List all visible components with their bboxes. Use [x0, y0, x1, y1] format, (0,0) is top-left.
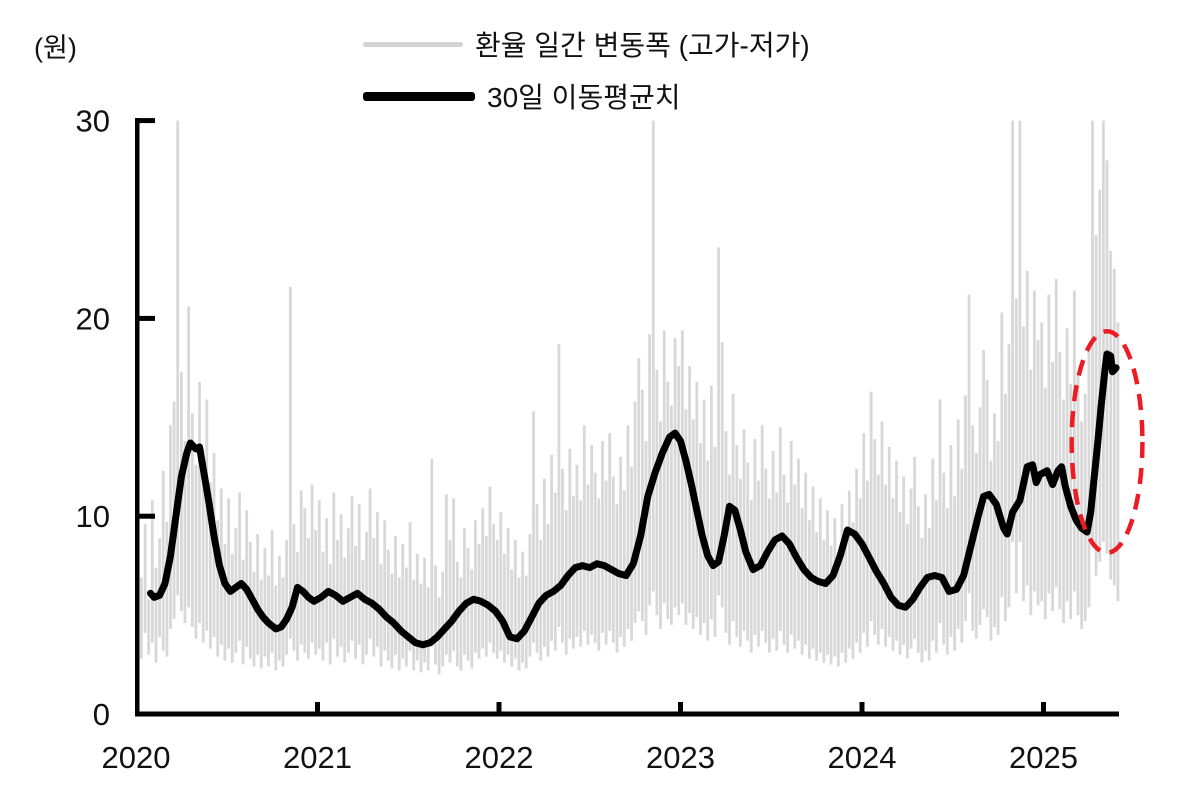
x-tick-2024: [859, 702, 865, 712]
legend-swatch-daily-range: [363, 41, 463, 47]
legend-label-moving-average: 30일 이동평균치: [487, 82, 681, 113]
y-tick-label-20: 20: [76, 301, 110, 336]
y-axis-unit-label: (원): [34, 33, 77, 63]
x-tick-2025: [1041, 702, 1046, 712]
y-tick-label-0: 0: [93, 697, 110, 732]
x-axis-line: [135, 711, 1119, 717]
legend-item-moving-average: 30일 이동평균치: [363, 78, 810, 114]
x-tick-label-2020: 2020: [102, 740, 171, 775]
x-tick-2023: [678, 702, 683, 712]
legend: 환율 일간 변동폭 (고가-저가) 30일 이동평균치: [363, 26, 810, 114]
y-tick-10: [139, 513, 155, 519]
legend-item-daily-range: 환율 일간 변동폭 (고가-저가): [363, 26, 810, 62]
x-tick-label-2023: 2023: [646, 740, 715, 775]
x-tick-label-2025: 2025: [1009, 740, 1078, 775]
x-tick-2021: [315, 702, 320, 712]
x-tick-label-2021: 2021: [283, 740, 352, 775]
daily-range-series: [136, 120, 1120, 675]
x-tick-2022: [496, 702, 502, 712]
highlight-ellipse: [1069, 329, 1145, 556]
y-tick-20: [139, 315, 155, 321]
y-tick-label-30: 30: [76, 104, 110, 139]
y-axis-line: [135, 118, 140, 716]
x-tick-label-2022: 2022: [465, 740, 534, 775]
x-tick-label-2024: 2024: [828, 740, 897, 775]
legend-label-daily-range: 환율 일간 변동폭 (고가-저가): [475, 30, 810, 61]
moving-average-series: [147, 350, 1120, 649]
legend-swatch-moving-average: [363, 91, 475, 101]
y-tick-30: [139, 118, 155, 124]
y-tick-label-10: 10: [76, 499, 110, 534]
